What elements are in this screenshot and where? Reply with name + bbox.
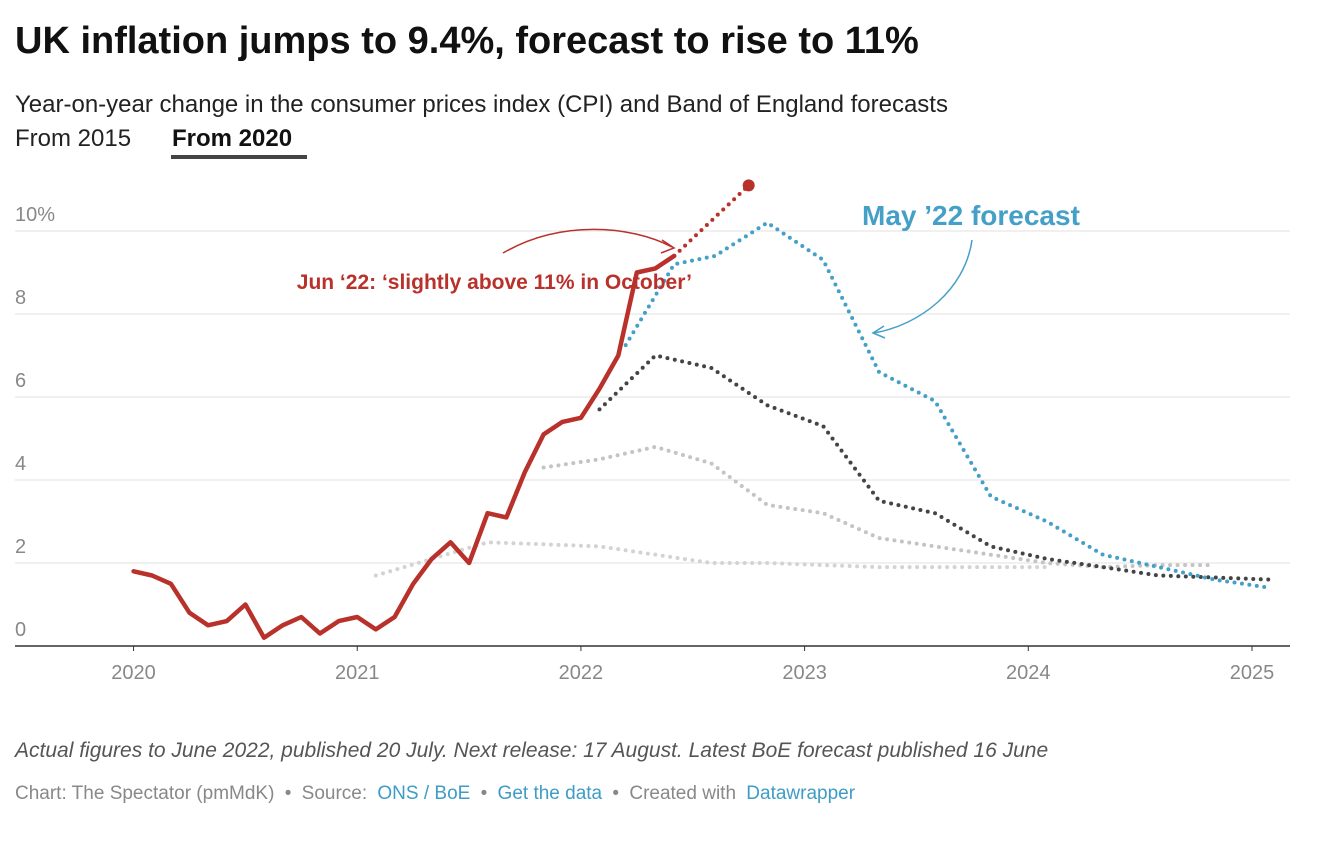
x-tick-label: 2023 bbox=[782, 662, 827, 684]
separator: • bbox=[285, 783, 292, 804]
separator: • bbox=[481, 783, 488, 804]
series-line bbox=[541, 444, 1217, 570]
y-tick-label: 4 bbox=[15, 453, 26, 475]
x-tick-label: 2024 bbox=[1006, 662, 1051, 684]
source-link[interactable]: ONS / BoE bbox=[377, 783, 470, 804]
arrow-head bbox=[660, 239, 676, 254]
plot: 0 2 4 6 8 10% 2020 2021 2022 2023 2024 2025 bbox=[15, 179, 1290, 684]
annotation-arrow bbox=[502, 228, 673, 254]
credit: Chart: The Spectator (pmMdK) bbox=[15, 783, 274, 804]
series-line bbox=[373, 540, 1049, 578]
y-tick-label: 10% bbox=[15, 204, 55, 226]
x-tick-label: 2022 bbox=[559, 662, 604, 684]
separator: • bbox=[612, 783, 619, 804]
series-line bbox=[131, 253, 677, 640]
series-marker bbox=[742, 179, 755, 192]
annotation: Jun ‘22: ‘slightly above 11% in October’ bbox=[297, 271, 692, 294]
chart-title: UK inflation jumps to 9.4%, forecast to … bbox=[15, 20, 919, 62]
series-line bbox=[623, 220, 1273, 590]
tool-link[interactable]: Datawrapper bbox=[746, 783, 855, 804]
subtitle: Year-on-year change in the consumer pric… bbox=[15, 91, 948, 118]
notes: Actual figures to June 2022, published 2… bbox=[13, 739, 1048, 762]
series-line bbox=[672, 183, 751, 258]
y-tick-label: 8 bbox=[15, 287, 26, 309]
created-with: Created with bbox=[629, 783, 736, 804]
tab-active[interactable]: From 2020 bbox=[172, 125, 292, 152]
y-tick-label: 0 bbox=[15, 619, 26, 641]
y-tick-label: 6 bbox=[15, 370, 26, 392]
source-label: Source: bbox=[302, 783, 367, 804]
tab[interactable]: From 2015 bbox=[15, 125, 131, 152]
annotation: May ’22 forecast bbox=[862, 200, 1080, 231]
tab-underline bbox=[171, 155, 307, 159]
data-link[interactable]: Get the data bbox=[498, 783, 603, 804]
arrow-head bbox=[871, 325, 886, 339]
x-tick-label: 2021 bbox=[335, 662, 380, 684]
annotation-arrow bbox=[873, 239, 973, 334]
series-line bbox=[597, 353, 1273, 582]
x-tick-label: 2020 bbox=[111, 662, 156, 684]
y-tick-label: 2 bbox=[15, 536, 26, 558]
x-tick-label: 2025 bbox=[1230, 662, 1275, 684]
footer: Chart: The Spectator (pmMdK) • Source: O… bbox=[15, 783, 856, 804]
